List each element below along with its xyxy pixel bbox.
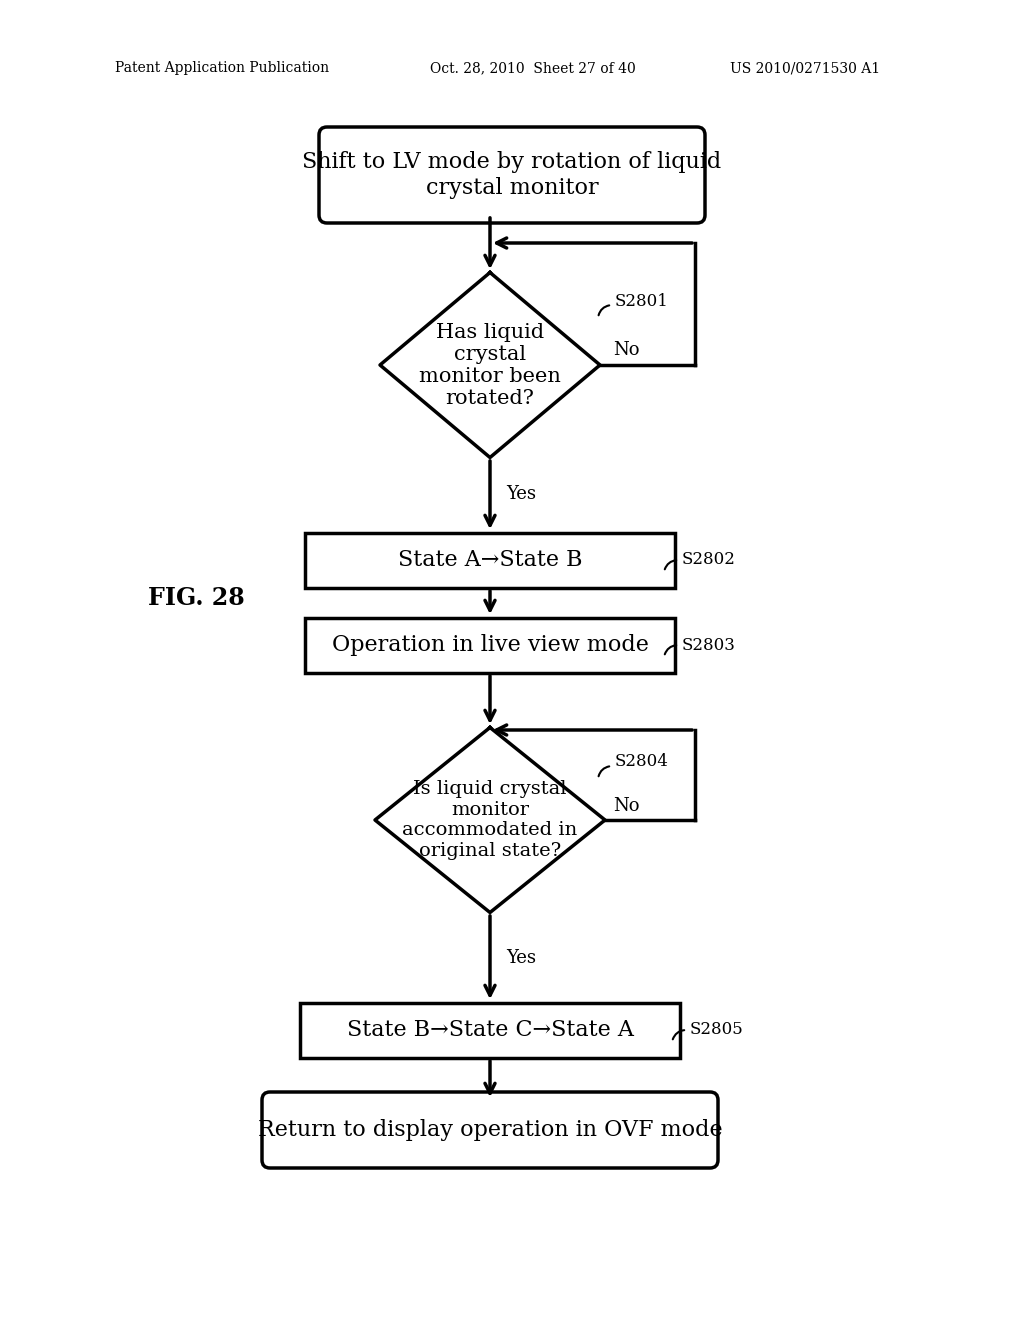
Text: FIG. 28: FIG. 28 xyxy=(148,586,245,610)
Text: Yes: Yes xyxy=(506,484,536,503)
Text: S2801: S2801 xyxy=(615,293,669,310)
Text: State B→State C→State A: State B→State C→State A xyxy=(346,1019,634,1041)
Text: Patent Application Publication: Patent Application Publication xyxy=(115,61,329,75)
Bar xyxy=(305,618,675,672)
Text: State A→State B: State A→State B xyxy=(397,549,583,572)
Text: No: No xyxy=(613,797,640,814)
Text: S2803: S2803 xyxy=(682,636,736,653)
Text: Operation in live view mode: Operation in live view mode xyxy=(332,634,648,656)
Text: Return to display operation in OVF mode: Return to display operation in OVF mode xyxy=(258,1119,722,1140)
Text: S2805: S2805 xyxy=(690,1022,743,1039)
Text: Has liquid
crystal
monitor been
rotated?: Has liquid crystal monitor been rotated? xyxy=(419,322,561,408)
FancyBboxPatch shape xyxy=(262,1092,718,1168)
Text: S2802: S2802 xyxy=(682,552,736,569)
Text: No: No xyxy=(613,341,640,359)
Bar xyxy=(305,532,675,587)
Text: Is liquid crystal
monitor
accommodated in
original state?: Is liquid crystal monitor accommodated i… xyxy=(402,780,578,861)
Text: Shift to LV mode by rotation of liquid
crystal monitor: Shift to LV mode by rotation of liquid c… xyxy=(302,152,722,199)
Text: S2804: S2804 xyxy=(615,754,669,771)
Text: Yes: Yes xyxy=(506,949,536,968)
FancyBboxPatch shape xyxy=(319,127,705,223)
Bar xyxy=(300,1002,680,1057)
Text: US 2010/0271530 A1: US 2010/0271530 A1 xyxy=(730,61,880,75)
Text: Oct. 28, 2010  Sheet 27 of 40: Oct. 28, 2010 Sheet 27 of 40 xyxy=(430,61,636,75)
